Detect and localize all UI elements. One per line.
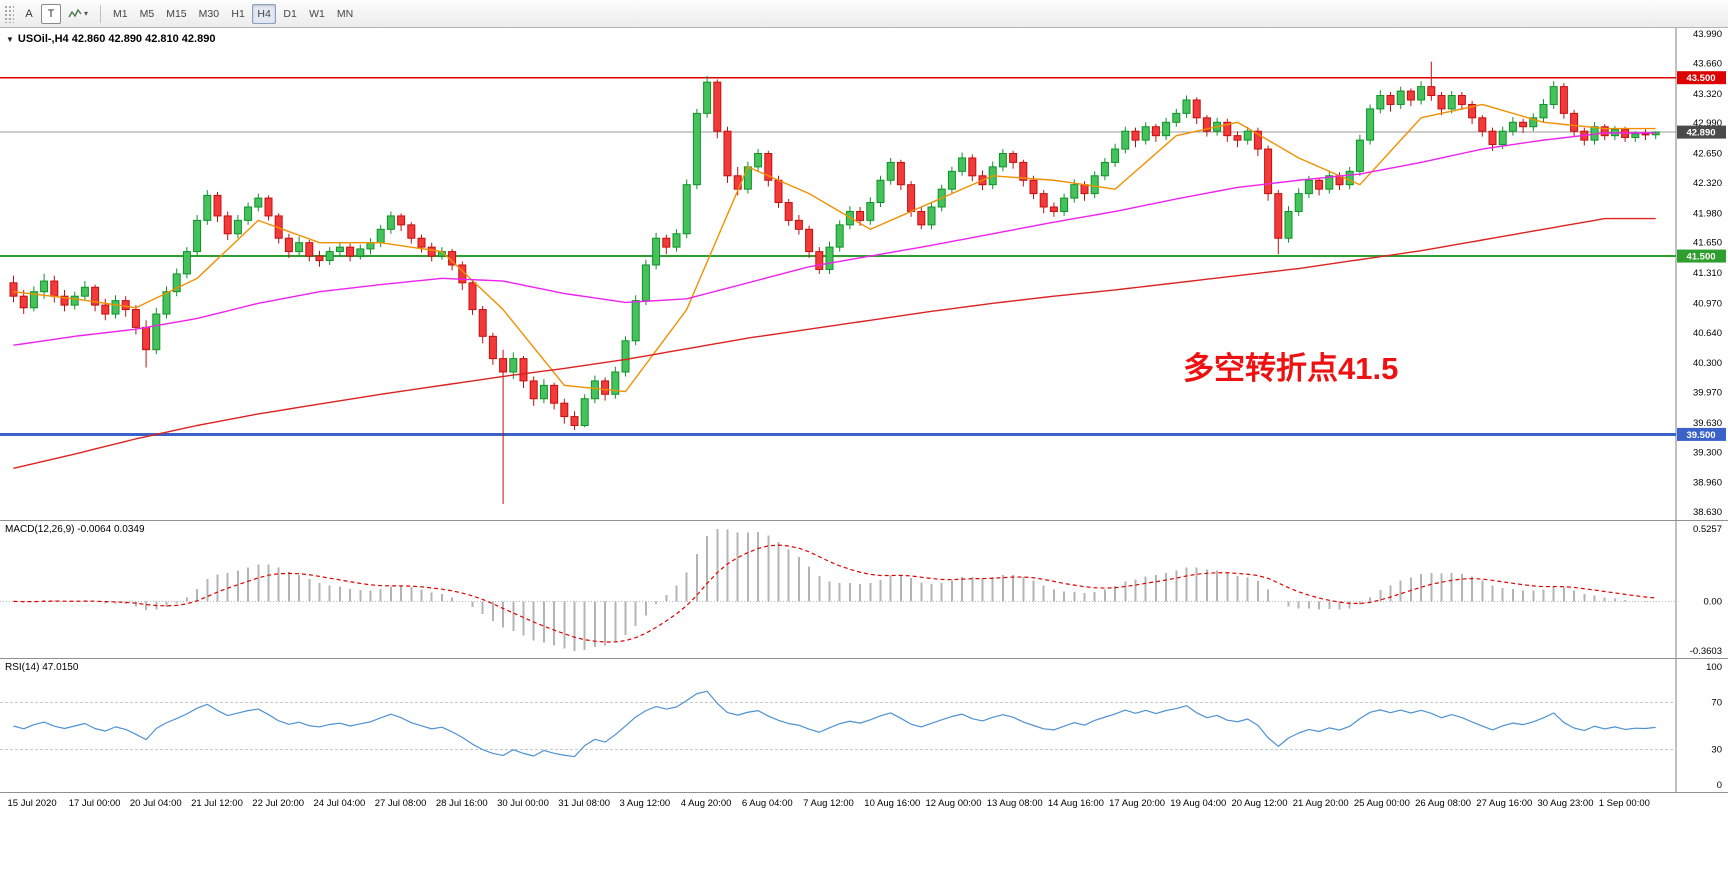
timeframe-button-d1[interactable]: D1	[283, 7, 297, 20]
time-axis[interactable]: 15 Jul 2020 17 Jul 00:00 20 Jul 04:00 21 Ju…	[0, 792, 1728, 814]
svg-text:43.320: 43.320	[1693, 89, 1722, 100]
svg-text:42.320: 42.320	[1693, 178, 1722, 189]
svg-text:39.630: 39.630	[1693, 418, 1722, 429]
svg-text:22 Jul 20:00: 22 Jul 20:00	[252, 798, 304, 809]
svg-text:42.990: 42.990	[1693, 118, 1722, 129]
symbol-ohlc-text: USOil-,H4 42.860 42.890 42.810 42.890	[17, 33, 216, 45]
svg-text:27 Aug 16:00: 27 Aug 16:00	[1476, 798, 1532, 809]
collapse-triangle-icon[interactable]: ▼	[6, 34, 14, 44]
rsi-label: RSI(14) 47.0150	[5, 662, 79, 673]
svg-text:42.890: 42.890	[1686, 128, 1715, 139]
timeframe-button-m5[interactable]: M5	[139, 7, 155, 20]
svg-text:10 Aug 16:00: 10 Aug 16:00	[864, 798, 920, 809]
svg-text:40.970: 40.970	[1693, 298, 1722, 309]
candlestick-chart[interactable]: 43.990 43.660 43.320 42.990 42.650 42.320 41.9…	[0, 28, 1728, 520]
svg-text:43.500: 43.500	[1686, 73, 1715, 84]
svg-text:41.980: 41.980	[1693, 208, 1722, 219]
svg-text:30 Jul 00:00: 30 Jul 00:00	[497, 798, 549, 809]
time-axis-labels: 15 Jul 2020 17 Jul 00:00 20 Jul 04:00 21 Ju…	[8, 798, 1650, 809]
svg-text:30: 30	[1711, 745, 1722, 756]
svg-text:0.00: 0.00	[1704, 596, 1723, 607]
svg-text:12 Aug 00:00: 12 Aug 00:00	[926, 798, 982, 809]
svg-text:39.300: 39.300	[1693, 447, 1722, 458]
svg-text:42.650: 42.650	[1693, 149, 1722, 160]
svg-text:43.990: 43.990	[1693, 29, 1722, 40]
timeframe-button-h1[interactable]: H1	[231, 7, 245, 20]
svg-text:24 Jul 04:00: 24 Jul 04:00	[314, 798, 366, 809]
svg-text:20 Aug 12:00: 20 Aug 12:00	[1232, 798, 1288, 809]
svg-text:43.660: 43.660	[1693, 58, 1722, 69]
timeframe-button-m30[interactable]: M30	[198, 7, 220, 20]
chevron-down-icon: ▾	[84, 9, 89, 18]
chart-toolbar: A T ▾ M1 M5 M15 M30 H1 H4 D1 W1 MN	[0, 0, 1728, 28]
svg-text:41.650: 41.650	[1693, 238, 1722, 249]
rsi-chart[interactable]: 100 70 30 0	[0, 659, 1728, 792]
chart-title: ▼ USOil-,H4 42.860 42.890 42.810 42.890	[6, 33, 215, 45]
svg-text:19 Aug 04:00: 19 Aug 04:00	[1170, 798, 1226, 809]
timeframe-button-m1[interactable]: M1	[113, 7, 128, 20]
main-chart-panel[interactable]: ▼ USOil-,H4 42.860 42.890 42.810 42.890 …	[0, 28, 1728, 520]
svg-text:15 Jul 2020: 15 Jul 2020	[8, 798, 57, 809]
svg-text:-0.3603: -0.3603	[1690, 646, 1722, 657]
timeframe-button-m15[interactable]: M15	[166, 7, 187, 20]
svg-text:4 Aug 20:00: 4 Aug 20:00	[681, 798, 732, 809]
text-tool-button[interactable]: T	[41, 3, 61, 24]
cursor-a-button[interactable]: A	[25, 7, 33, 20]
svg-text:25 Aug 00:00: 25 Aug 00:00	[1354, 798, 1410, 809]
macd-chart[interactable]: 0.5257 0.00 -0.3603	[0, 521, 1728, 658]
svg-text:17 Aug 20:00: 17 Aug 20:00	[1109, 798, 1165, 809]
svg-text:38.630: 38.630	[1693, 507, 1722, 518]
svg-text:20 Jul 04:00: 20 Jul 04:00	[130, 798, 182, 809]
svg-text:27 Jul 08:00: 27 Jul 08:00	[375, 798, 427, 809]
svg-text:21 Jul 12:00: 21 Jul 12:00	[191, 798, 243, 809]
svg-text:100: 100	[1706, 662, 1722, 673]
svg-text:26 Aug 08:00: 26 Aug 08:00	[1415, 798, 1471, 809]
svg-text:30 Aug 23:00: 30 Aug 23:00	[1538, 798, 1594, 809]
svg-text:1 Sep 00:00: 1 Sep 00:00	[1599, 798, 1650, 809]
svg-text:70: 70	[1711, 697, 1722, 708]
timeframe-bar: M1 M5 M15 M30 H1 H4 D1 W1 MN	[107, 3, 359, 24]
polyline-icon	[68, 8, 82, 20]
svg-text:0: 0	[1717, 780, 1722, 791]
macd-panel[interactable]: MACD(12,26,9) -0.0064 0.0349 0.5257 0.00 -…	[0, 520, 1728, 658]
rsi-panel[interactable]: RSI(14) 47.0150 100 70 30 0	[0, 658, 1728, 792]
svg-text:6 Aug 04:00: 6 Aug 04:00	[742, 798, 793, 809]
svg-text:13 Aug 08:00: 13 Aug 08:00	[987, 798, 1043, 809]
svg-text:38.960: 38.960	[1693, 478, 1722, 489]
svg-text:40.640: 40.640	[1693, 328, 1722, 339]
svg-text:3 Aug 12:00: 3 Aug 12:00	[620, 798, 671, 809]
svg-text:14 Aug 16:00: 14 Aug 16:00	[1048, 798, 1104, 809]
svg-text:41.500: 41.500	[1686, 252, 1715, 263]
toolbar-separator	[100, 4, 102, 23]
chart-annotation: 多空转折点41.5	[1183, 351, 1399, 386]
svg-text:28 Jul 16:00: 28 Jul 16:00	[436, 798, 488, 809]
svg-text:39.500: 39.500	[1686, 430, 1715, 441]
svg-text:7 Aug 12:00: 7 Aug 12:00	[803, 798, 854, 809]
svg-text:39.970: 39.970	[1693, 388, 1722, 399]
svg-text:41.310: 41.310	[1693, 268, 1722, 279]
timeframe-button-mn[interactable]: MN	[336, 7, 354, 20]
svg-text:40.300: 40.300	[1693, 358, 1722, 369]
toolbar-grip-icon[interactable]	[4, 4, 14, 23]
macd-label: MACD(12,26,9) -0.0064 0.0349	[5, 524, 145, 535]
timeframe-button-h4[interactable]: H4	[252, 3, 277, 24]
timeframe-button-w1[interactable]: W1	[309, 7, 325, 20]
svg-text:31 Jul 08:00: 31 Jul 08:00	[558, 798, 610, 809]
svg-text:0.5257: 0.5257	[1693, 524, 1722, 535]
polyline-tool-button[interactable]: ▾	[63, 4, 93, 24]
svg-text:21 Aug 20:00: 21 Aug 20:00	[1293, 798, 1349, 809]
svg-text:17 Jul 00:00: 17 Jul 00:00	[69, 798, 121, 809]
